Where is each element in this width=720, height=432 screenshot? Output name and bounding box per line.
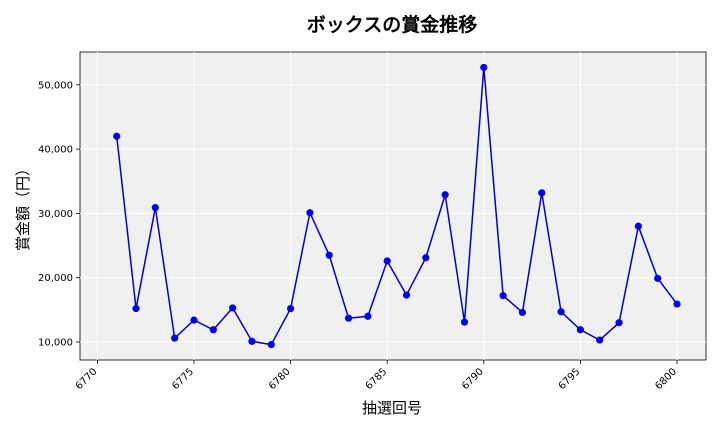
data-point: [538, 189, 546, 197]
data-point: [615, 319, 623, 327]
data-point: [248, 337, 256, 345]
y-tick-label: 40,000: [38, 145, 73, 156]
data-point: [151, 204, 159, 212]
x-tick-label: 6785: [364, 366, 390, 392]
data-point: [557, 308, 565, 316]
x-tick-label: 6790: [460, 366, 486, 392]
data-point: [480, 63, 488, 72]
data-point: [422, 254, 430, 262]
data-point: [364, 312, 372, 320]
y-tick-label: 20,000: [38, 273, 73, 284]
data-point: [286, 304, 295, 313]
x-axis-label: 抽選回号: [362, 399, 422, 417]
y-tick-label: 30,000: [38, 209, 73, 220]
data-point: [499, 292, 507, 300]
data-point: [402, 291, 411, 299]
data-point: [132, 304, 140, 313]
x-tick-label: 6770: [74, 366, 100, 392]
y-tick-label: 50,000: [38, 80, 73, 91]
data-point: [383, 257, 391, 265]
data-point: [441, 191, 449, 199]
data-point: [344, 314, 353, 322]
data-point: [325, 251, 333, 259]
data-point: [673, 300, 681, 308]
data-point: [171, 334, 179, 342]
data-point: [306, 209, 314, 217]
grid-lines: [80, 52, 706, 360]
data-point: [190, 316, 198, 324]
data-points: [113, 63, 681, 349]
series-line: [115, 67, 678, 346]
x-tick-label: 6775: [170, 366, 196, 392]
data-point: [229, 304, 237, 312]
data-point: [634, 222, 642, 230]
data-point: [576, 326, 585, 334]
data-point: [113, 132, 121, 140]
data-point: [267, 340, 275, 349]
data-point: [518, 308, 527, 317]
plot-area: [79, 51, 707, 361]
data-point: [654, 274, 662, 282]
y-axis-label: 賞金額（円）: [14, 161, 32, 251]
data-point: [460, 318, 469, 326]
x-tick-label: 6800: [653, 366, 679, 392]
data-point: [596, 336, 604, 344]
data-point: [209, 326, 217, 334]
x-tick-label: 6780: [267, 366, 293, 392]
y-tick-label: 10,000: [38, 337, 73, 348]
chart-title: ボックスの賞金推移: [307, 13, 477, 36]
x-tick-label: 6795: [557, 366, 583, 392]
